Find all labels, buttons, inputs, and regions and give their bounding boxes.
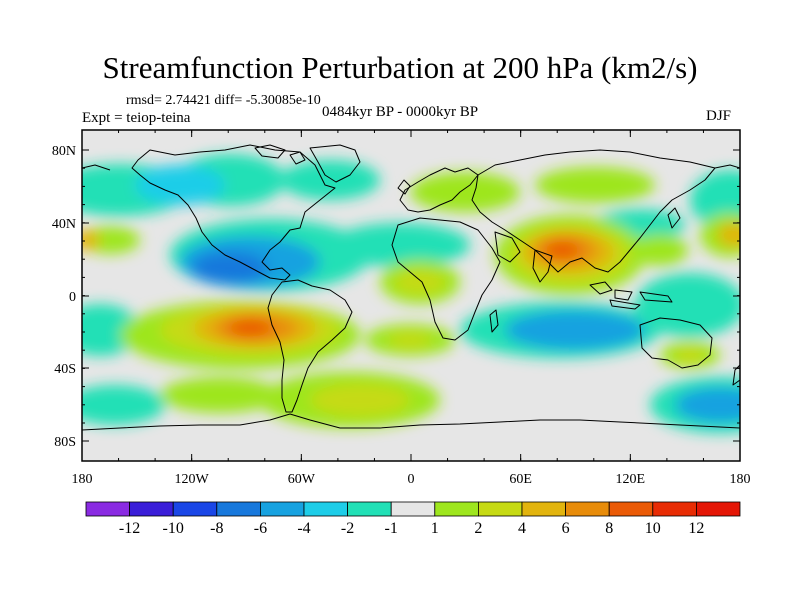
coast-south-america [267, 279, 353, 413]
neg-region-natlantic [280, 160, 380, 200]
colorbar-label: -10 [163, 520, 184, 537]
y-axis: 80N 40N 0 40S 80S [52, 144, 740, 450]
pos-region-europe [410, 172, 520, 212]
colorbar-swatch [434, 501, 479, 517]
colorbar-swatch [129, 501, 174, 517]
period-label: 0484kyr BP - 0000kyr BP [322, 104, 479, 120]
colorbar-swatch [216, 501, 261, 517]
colorbar-label: 6 [562, 520, 570, 537]
colorbar-label: 10 [645, 520, 661, 537]
neg-region-atlantic [330, 223, 470, 267]
stats-label: rmsd= 2.74421 diff= -5.30085e-10 [126, 93, 321, 108]
colorbar-swatch [696, 501, 741, 517]
plot-title: Streamfunction Perturbation at 200 hPa (… [102, 50, 698, 85]
coast-north-america [131, 144, 336, 281]
coastlines [82, 144, 740, 431]
colorbar-label: -1 [385, 520, 398, 537]
colorbar-swatch [259, 501, 305, 517]
colorbar-swatch [172, 501, 218, 517]
coast-europe [399, 167, 479, 213]
colorbar-swatch [477, 501, 523, 517]
colorbar-swatch [652, 501, 697, 517]
y-tick-label: 80N [52, 144, 76, 159]
y-tick-label: 80S [54, 435, 76, 450]
coast-greenland [309, 144, 361, 183]
colorbar-label: 12 [688, 520, 704, 537]
colorbar-label: -12 [119, 520, 140, 537]
pos-region-eurasia-north [535, 167, 655, 203]
x-tick-label: 60W [288, 472, 316, 487]
colorbar-label: 1 [431, 520, 439, 537]
colorbar-label: 8 [605, 520, 613, 537]
colorbar-label: -8 [210, 520, 223, 537]
y-tick-label: 40N [52, 217, 76, 232]
colorbar-label: 4 [518, 520, 526, 537]
colorbar-swatch [565, 501, 610, 517]
coast-australia [639, 317, 713, 369]
colorbar-swatch [85, 501, 130, 517]
colorbar-swatch [608, 501, 654, 517]
x-tick-label: 120E [616, 472, 646, 487]
colorbar-label: -2 [341, 520, 354, 537]
colorbar-label: 2 [474, 520, 482, 537]
season-label: DJF [706, 108, 732, 124]
y-tick-label: 0 [69, 290, 76, 305]
x-tick-label: 180 [730, 472, 751, 487]
x-tick-label: 0 [408, 472, 415, 487]
colorbar: -12 -10 -8 -6 -4 -2 -1 1 2 4 6 8 10 12 [85, 501, 741, 537]
x-tick-label: 120W [175, 472, 210, 487]
y-tick-label: 40S [54, 362, 76, 377]
coast-africa [391, 217, 501, 341]
colorbar-swatch [303, 501, 348, 517]
x-tick-label: 60E [509, 472, 532, 487]
x-tick-label: 180 [72, 472, 93, 487]
colorbar-swatch [390, 501, 436, 517]
coast-asia [471, 149, 716, 273]
pos-region-pacific-west [82, 226, 140, 254]
coast-antarctica [82, 413, 740, 431]
contour-field [82, 154, 740, 433]
colorbar-label: -4 [297, 520, 310, 537]
map-panel [82, 130, 740, 461]
colorbar-swatch [347, 501, 392, 517]
experiment-label: Expt = teiop-teina [82, 110, 191, 126]
neg-region-wpacific [635, 273, 740, 337]
colorbar-swatch [521, 501, 566, 517]
colorbar-label: -6 [254, 520, 267, 537]
x-axis: 180 120W 60W 0 60E 120E 180 [72, 130, 751, 487]
